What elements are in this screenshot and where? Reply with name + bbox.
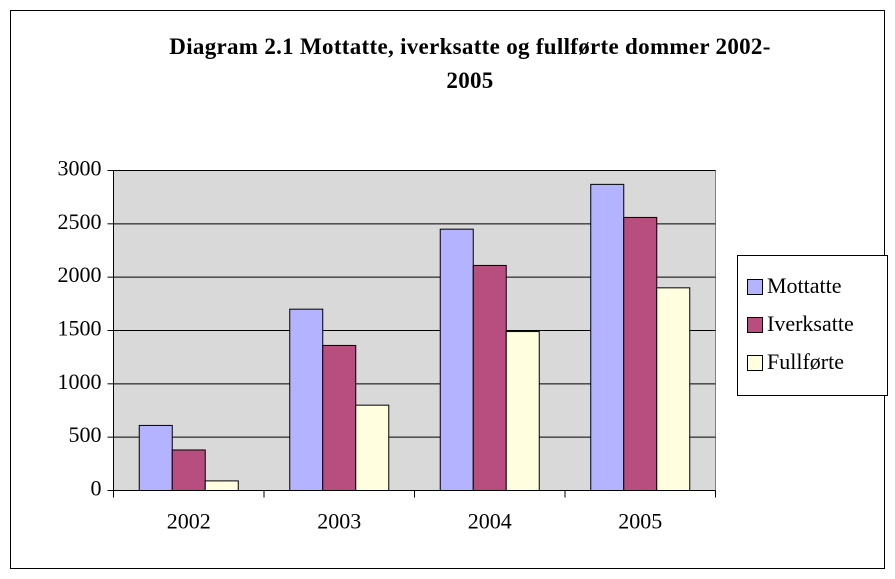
y-tick-label: 2000 <box>58 262 102 287</box>
legend-label: Iverksatte <box>767 311 854 336</box>
legend-label: Fullførte <box>767 349 844 374</box>
x-tick-label: 2005 <box>618 509 662 534</box>
bar <box>472 264 507 491</box>
y-tick-label: 2500 <box>58 209 102 234</box>
bar <box>171 449 206 492</box>
y-tick-label: 3000 <box>58 156 102 181</box>
chart-title: Diagram 2.1 Mottatte, iverksatte og full… <box>169 34 771 93</box>
y-tick-label: 1000 <box>58 369 102 394</box>
y-tick-label: 500 <box>69 422 102 447</box>
bar <box>623 216 658 492</box>
y-tick-label: 1500 <box>58 316 102 341</box>
legend-swatch <box>747 355 763 371</box>
bar <box>355 404 390 491</box>
x-tick-label: 2004 <box>468 509 512 534</box>
bar <box>138 424 173 491</box>
y-tick-label: 0 <box>91 476 102 501</box>
bar <box>656 287 691 492</box>
bar <box>322 344 357 491</box>
bar <box>590 183 625 491</box>
bar <box>204 480 239 491</box>
x-tick-label: 2002 <box>167 509 211 534</box>
bar <box>439 228 474 492</box>
legend-swatch <box>747 279 763 295</box>
legend-swatch <box>747 317 763 333</box>
legend-label: Mottatte <box>767 273 842 298</box>
bar <box>505 331 540 492</box>
bar <box>289 308 324 491</box>
x-tick-label: 2003 <box>317 509 361 534</box>
